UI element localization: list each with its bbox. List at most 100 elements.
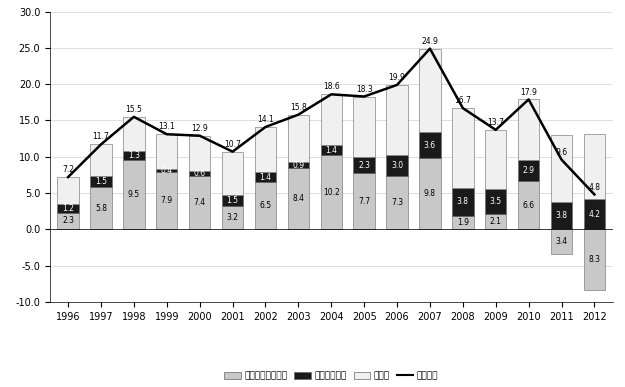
Bar	[518, 182, 539, 229]
Text: 18.6: 18.6	[323, 82, 339, 91]
Text: 13.1: 13.1	[158, 122, 175, 131]
Bar	[584, 229, 605, 289]
Bar	[485, 214, 506, 229]
Bar	[90, 187, 112, 229]
Text: 2.3: 2.3	[358, 161, 370, 170]
Text: 1.4: 1.4	[259, 173, 271, 182]
Bar	[419, 158, 441, 229]
Bar	[123, 117, 144, 151]
Text: 1.3: 1.3	[128, 151, 140, 160]
Text: 1.5: 1.5	[95, 177, 107, 186]
Text: 2.3: 2.3	[62, 216, 74, 226]
Bar	[288, 162, 309, 168]
Bar	[321, 155, 342, 229]
Bar	[386, 154, 408, 176]
Bar	[321, 94, 342, 145]
Bar	[288, 115, 309, 162]
Bar	[584, 134, 605, 199]
Bar	[452, 216, 474, 229]
Text: 1.4: 1.4	[325, 146, 338, 155]
Bar	[485, 130, 506, 189]
Text: 9.6: 9.6	[556, 148, 568, 157]
Legend: 貿易サービス収支, 直接投資収益, その他, 経常収支: 貿易サービス収支, 直接投資収益, その他, 経常収支	[221, 368, 442, 384]
Bar	[386, 176, 408, 229]
Text: 6.6: 6.6	[522, 201, 534, 210]
Bar	[452, 108, 474, 188]
Bar	[255, 127, 276, 172]
Bar	[354, 173, 375, 229]
Text: 7.7: 7.7	[358, 197, 370, 206]
Text: 9.5: 9.5	[128, 190, 140, 199]
Text: 7.4: 7.4	[194, 198, 206, 207]
Bar	[518, 99, 539, 160]
Bar	[156, 169, 178, 172]
Text: 2.1: 2.1	[490, 217, 502, 226]
Bar	[551, 135, 572, 202]
Text: 3.4: 3.4	[556, 237, 568, 246]
Bar	[419, 49, 441, 132]
Bar	[189, 136, 211, 171]
Text: 8.4: 8.4	[292, 194, 304, 203]
Text: 17.9: 17.9	[520, 87, 537, 96]
Bar	[222, 195, 243, 206]
Bar	[551, 202, 572, 229]
Text: 10.2: 10.2	[323, 188, 339, 197]
Bar	[354, 157, 375, 173]
Text: 10.7: 10.7	[224, 140, 241, 149]
Bar	[189, 171, 211, 176]
Bar	[58, 212, 79, 229]
Text: 7.2: 7.2	[62, 165, 74, 174]
Text: 1.2: 1.2	[62, 204, 74, 213]
Bar	[452, 188, 474, 216]
Bar	[123, 160, 144, 229]
Bar	[255, 172, 276, 182]
Text: 18.3: 18.3	[356, 85, 372, 94]
Text: 13.7: 13.7	[488, 118, 504, 127]
Text: 24.9: 24.9	[421, 37, 438, 46]
Bar	[90, 176, 112, 187]
Text: 12.9: 12.9	[191, 124, 208, 133]
Bar	[222, 152, 243, 195]
Bar	[584, 199, 605, 229]
Text: 5.8: 5.8	[95, 204, 107, 213]
Text: 2.9: 2.9	[522, 166, 534, 175]
Text: 0.9: 0.9	[292, 161, 304, 170]
Text: 4.2: 4.2	[588, 209, 601, 219]
Text: 3.8: 3.8	[457, 197, 469, 206]
Bar	[58, 204, 79, 212]
Bar	[255, 182, 276, 229]
Text: 8.3: 8.3	[588, 255, 601, 264]
Bar	[123, 151, 144, 160]
Text: 14.1: 14.1	[257, 115, 274, 124]
Text: 0.6: 0.6	[194, 169, 206, 178]
Text: 3.5: 3.5	[489, 197, 502, 206]
Bar	[419, 132, 441, 158]
Text: 6.5: 6.5	[259, 201, 271, 210]
Text: 15.8: 15.8	[290, 103, 307, 112]
Bar	[222, 206, 243, 229]
Bar	[90, 144, 112, 176]
Text: 9.8: 9.8	[424, 189, 436, 198]
Bar	[58, 177, 79, 204]
Text: 19.9: 19.9	[389, 73, 406, 82]
Bar	[518, 160, 539, 182]
Text: 3.8: 3.8	[556, 211, 568, 220]
Bar	[156, 134, 178, 169]
Text: 11.7: 11.7	[92, 132, 109, 142]
Bar	[288, 168, 309, 229]
Text: 1.5: 1.5	[227, 196, 239, 205]
Text: 0.4: 0.4	[161, 166, 173, 175]
Text: 7.9: 7.9	[161, 196, 173, 205]
Bar	[354, 96, 375, 157]
Text: 1.9: 1.9	[457, 218, 469, 227]
Text: 7.3: 7.3	[391, 198, 403, 207]
Text: 16.7: 16.7	[454, 96, 471, 105]
Text: 3.0: 3.0	[391, 161, 403, 170]
Text: 15.5: 15.5	[126, 105, 142, 114]
Bar	[485, 189, 506, 214]
Bar	[386, 85, 408, 154]
Bar	[551, 229, 572, 254]
Bar	[189, 176, 211, 229]
Text: 4.8: 4.8	[588, 183, 601, 192]
Text: 3.2: 3.2	[227, 213, 239, 222]
